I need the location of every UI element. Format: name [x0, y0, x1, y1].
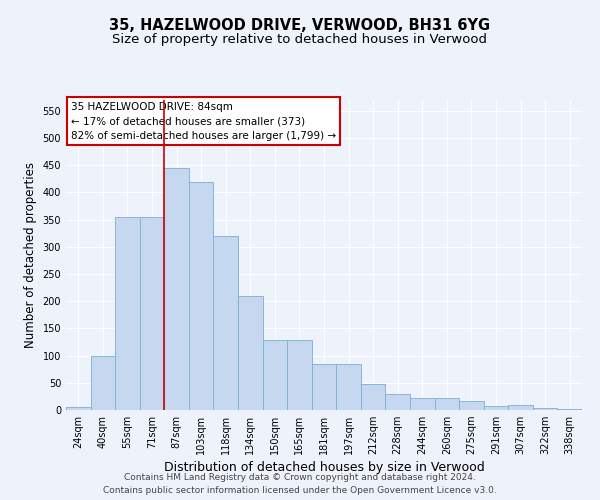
- X-axis label: Distribution of detached houses by size in Verwood: Distribution of detached houses by size …: [164, 462, 484, 474]
- Bar: [91, 356, 115, 410]
- Bar: [459, 401, 484, 410]
- Bar: [484, 406, 508, 410]
- Bar: [410, 398, 434, 410]
- Bar: [140, 217, 164, 410]
- Bar: [508, 405, 533, 410]
- Bar: [115, 217, 140, 410]
- Bar: [336, 364, 361, 410]
- Text: 35, HAZELWOOD DRIVE, VERWOOD, BH31 6YG: 35, HAZELWOOD DRIVE, VERWOOD, BH31 6YG: [109, 18, 491, 32]
- Bar: [214, 236, 238, 410]
- Bar: [533, 408, 557, 410]
- Y-axis label: Number of detached properties: Number of detached properties: [24, 162, 37, 348]
- Bar: [434, 398, 459, 410]
- Bar: [66, 408, 91, 410]
- Bar: [287, 340, 312, 410]
- Bar: [312, 364, 336, 410]
- Bar: [164, 168, 189, 410]
- Bar: [238, 296, 263, 410]
- Bar: [385, 394, 410, 410]
- Bar: [361, 384, 385, 410]
- Text: Size of property relative to detached houses in Verwood: Size of property relative to detached ho…: [113, 32, 487, 46]
- Bar: [263, 340, 287, 410]
- Text: 35 HAZELWOOD DRIVE: 84sqm
← 17% of detached houses are smaller (373)
82% of semi: 35 HAZELWOOD DRIVE: 84sqm ← 17% of detac…: [71, 102, 336, 141]
- Text: Contains HM Land Registry data © Crown copyright and database right 2024.
Contai: Contains HM Land Registry data © Crown c…: [103, 473, 497, 495]
- Bar: [189, 182, 214, 410]
